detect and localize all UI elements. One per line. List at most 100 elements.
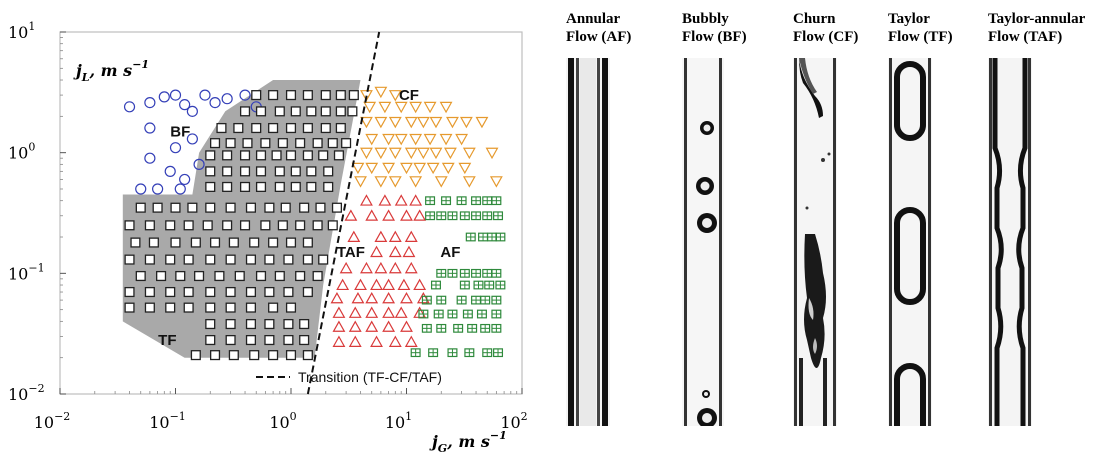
point-bf <box>164 165 176 177</box>
point-taf <box>351 291 365 304</box>
point-af <box>425 196 436 206</box>
point-af <box>465 232 476 242</box>
point-cf <box>404 147 418 160</box>
point-taf <box>388 261 402 274</box>
point-tf <box>268 350 279 361</box>
point-tf <box>274 106 285 117</box>
point-tf <box>255 150 267 161</box>
point-taf <box>339 261 353 274</box>
point-cf <box>400 162 413 175</box>
point-tf <box>260 138 271 149</box>
photo-title-line2: Flow (TF) <box>888 29 953 45</box>
point-tf <box>225 138 236 149</box>
point-tf <box>135 270 146 282</box>
point-tf <box>152 202 163 213</box>
point-taf <box>382 209 396 221</box>
point-tf <box>302 350 313 361</box>
point-tf <box>216 122 227 134</box>
point-tf <box>285 302 297 313</box>
point-tf <box>225 254 236 265</box>
point-cf <box>363 101 377 114</box>
point-tf <box>255 106 267 117</box>
point-tf <box>299 202 310 213</box>
point-tf <box>290 166 301 177</box>
point-tf <box>290 106 301 117</box>
point-tf <box>348 90 359 101</box>
photo-title-taylor: Taylor Flow (TF) <box>888 10 953 46</box>
point-tf <box>302 254 313 265</box>
point-cf <box>489 176 503 188</box>
transition-line <box>306 31 381 395</box>
point-tf <box>249 350 260 361</box>
point-tf <box>228 350 239 361</box>
point-bf <box>144 96 156 109</box>
point-taf <box>365 291 379 304</box>
point-tf <box>323 181 334 192</box>
point-tf <box>285 237 297 248</box>
point-tf <box>170 237 181 248</box>
series-bf <box>123 89 262 195</box>
point-tf <box>306 166 317 177</box>
point-tf <box>144 286 155 298</box>
photo-title-annular: Annular Flow (AF) <box>566 10 631 46</box>
point-taf <box>394 306 408 318</box>
point-cf <box>388 116 402 129</box>
point-taf <box>370 335 383 347</box>
point-taf <box>348 320 362 332</box>
point-tf <box>264 254 275 265</box>
point-bf <box>199 89 211 101</box>
point-tf <box>239 220 251 231</box>
point-af <box>480 323 491 333</box>
point-cf <box>462 147 476 160</box>
point-taf <box>388 245 402 258</box>
point-bf <box>186 105 198 117</box>
point-taf <box>332 306 346 318</box>
x-tick-label: 102 <box>500 410 527 432</box>
point-tf <box>205 150 216 161</box>
point-bf <box>209 96 221 109</box>
point-taf <box>404 230 418 243</box>
point-taf <box>348 306 362 318</box>
point-tf <box>165 286 176 298</box>
point-taf <box>413 209 427 221</box>
point-cf <box>458 162 472 175</box>
point-af <box>491 323 502 333</box>
point-cf <box>429 147 443 160</box>
point-taf <box>400 291 413 304</box>
point-tf <box>225 334 236 346</box>
point-tf <box>312 138 323 149</box>
point-cf <box>360 116 373 129</box>
point-bf <box>152 183 164 195</box>
point-tf <box>274 181 285 192</box>
point-bf <box>135 183 147 195</box>
point-cf <box>439 133 453 146</box>
photo-title-line2: Flow (CF) <box>793 29 859 45</box>
point-af <box>484 280 495 290</box>
point-tf <box>315 202 326 213</box>
point-tf <box>318 254 329 265</box>
point-tf <box>205 181 216 192</box>
point-tf <box>285 350 297 361</box>
point-tf <box>274 166 285 177</box>
point-tf <box>285 150 297 161</box>
point-af <box>491 309 502 319</box>
point-tf <box>239 166 251 177</box>
region-label-cf: CF <box>399 87 419 104</box>
point-cf <box>374 147 388 160</box>
point-af <box>493 348 504 358</box>
point-tf <box>124 220 135 231</box>
point-af <box>471 268 482 278</box>
point-taf <box>354 278 367 291</box>
point-tf <box>255 270 267 282</box>
series-tf <box>124 90 359 361</box>
y-tick-label: 10−2 <box>8 382 45 404</box>
series-taf <box>330 194 430 347</box>
point-tf <box>245 318 256 330</box>
point-tf <box>234 270 245 282</box>
point-tf <box>165 254 176 265</box>
point-tf <box>302 122 313 134</box>
point-tf <box>335 90 346 101</box>
point-taf <box>382 278 396 291</box>
bubbly-flow-photo <box>682 58 724 426</box>
point-tf <box>209 138 221 149</box>
